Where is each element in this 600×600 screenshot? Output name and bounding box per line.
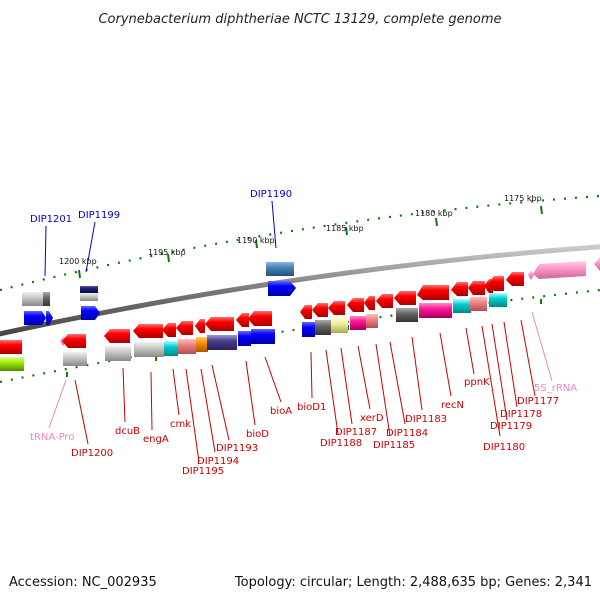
gene-cog-box bbox=[178, 339, 196, 354]
gene-label: ppnK bbox=[464, 377, 490, 388]
gene-cog-box bbox=[489, 293, 507, 307]
gene-arrow bbox=[46, 311, 53, 325]
gene-label: DIP1200 bbox=[71, 448, 113, 459]
gene-arrow bbox=[376, 294, 393, 308]
gene-arrow bbox=[104, 329, 130, 343]
gene-cog-box bbox=[315, 320, 331, 335]
tick-label-1200: 1200 kbp bbox=[59, 257, 97, 266]
gene-arrow bbox=[81, 306, 100, 320]
gene-label: DIP1195 bbox=[182, 466, 224, 477]
topology-text: Topology: circular; Length: 2,488,635 bp… bbox=[234, 575, 592, 590]
gene-arrow bbox=[533, 261, 586, 279]
gene-arrow bbox=[162, 323, 176, 337]
gene-cog-box bbox=[134, 342, 164, 357]
gene-label: cmk bbox=[170, 419, 191, 430]
gene-label: DIP1194 bbox=[197, 456, 239, 467]
gene-cog-box bbox=[164, 341, 178, 356]
gene-arrow bbox=[133, 324, 163, 338]
gene-label: bioD1 bbox=[297, 402, 326, 413]
gene-labels: DIP1201 DIP1199 DIP1190 tRNA-Pro DIP1200… bbox=[30, 189, 577, 477]
gene-label: DIP1187 bbox=[335, 427, 377, 438]
gene-label: DIP1184 bbox=[386, 428, 428, 439]
gene-label: DIP1177 bbox=[517, 396, 559, 407]
gene-cog-box bbox=[63, 352, 87, 366]
gene-cog-box bbox=[366, 314, 378, 328]
gene-arrow bbox=[594, 257, 600, 271]
gene-label: DIP1188 bbox=[320, 438, 362, 449]
gene-label: DIP1179 bbox=[490, 421, 532, 432]
gene-label: DIP1199 bbox=[78, 210, 120, 221]
gene-cog-box bbox=[331, 318, 348, 333]
gene-cog-box bbox=[105, 346, 131, 361]
map-title: Corynebacterium diphtheriae NCTC 13129, … bbox=[98, 12, 501, 27]
gene-arrow bbox=[364, 296, 375, 310]
gene-arrow bbox=[451, 282, 468, 296]
gene-label: DIP1185 bbox=[373, 440, 415, 451]
gene-box bbox=[238, 331, 251, 346]
gene-box bbox=[251, 329, 275, 344]
gene-arrow bbox=[0, 340, 22, 354]
gene-cog-box bbox=[80, 293, 98, 301]
gene-label: DIP1201 bbox=[30, 214, 72, 225]
gene-label: engA bbox=[143, 434, 169, 445]
tick-label-1175: 1175 kbp bbox=[504, 194, 542, 203]
gene-label: DIP1183 bbox=[405, 414, 447, 425]
gene-label: 5S_rRNA bbox=[534, 383, 577, 394]
label-leaders bbox=[44, 200, 553, 463]
gene-arrow bbox=[394, 291, 416, 305]
gene-arrow bbox=[176, 321, 193, 335]
gene-label: DIP1180 bbox=[483, 442, 525, 453]
gene-arrow bbox=[62, 334, 86, 348]
gene-cog-box bbox=[419, 303, 452, 318]
accession-text: Accession: NC_002935 bbox=[9, 575, 157, 590]
gene-arrow bbox=[205, 317, 234, 331]
gene-arrow bbox=[24, 311, 46, 325]
gene-cog-box bbox=[43, 292, 50, 306]
tick-label-1190: 1190 kbp bbox=[237, 236, 275, 245]
gene-arrow bbox=[488, 276, 504, 291]
gene-label: recN bbox=[441, 400, 464, 411]
gene-arrow bbox=[506, 272, 524, 286]
tick-label-1180: 1180 kbp bbox=[415, 209, 453, 218]
gene-cog-box bbox=[470, 297, 487, 311]
ruler-inner bbox=[0, 288, 600, 384]
forward-genes bbox=[22, 262, 315, 337]
gene-cog-box bbox=[207, 335, 237, 350]
gene-cog-box bbox=[80, 286, 98, 293]
gene-label: xerD bbox=[360, 413, 384, 424]
gene-arrow bbox=[468, 281, 485, 295]
gene-label: DIP1190 bbox=[250, 189, 292, 200]
gene-label: tRNA-Pro bbox=[30, 432, 74, 443]
gene-cog-box bbox=[350, 316, 366, 330]
gene-arrow bbox=[417, 285, 449, 300]
gene-arrow bbox=[195, 319, 205, 333]
tick-label-1185: 1185 kbp bbox=[326, 224, 364, 233]
gene-label: bioD bbox=[246, 429, 269, 440]
gene-cog-box bbox=[453, 299, 471, 313]
gene-label: DIP1178 bbox=[500, 409, 542, 420]
gene-label: dcuB bbox=[115, 426, 140, 437]
reverse-genes bbox=[0, 257, 600, 371]
gene-cog-box bbox=[266, 262, 294, 276]
gene-arrow bbox=[248, 311, 272, 326]
gene-arrow bbox=[300, 305, 312, 319]
gene-box bbox=[302, 322, 315, 337]
gene-cog-box bbox=[196, 337, 208, 352]
tick-label-1195: 1195 kbp bbox=[148, 248, 186, 257]
genome-backbone bbox=[0, 244, 600, 337]
gene-label: DIP1193 bbox=[216, 443, 258, 454]
gene-cog-box bbox=[0, 357, 24, 371]
gene-arrow bbox=[236, 313, 249, 327]
gene-arrow bbox=[347, 298, 364, 312]
gene-cog-box bbox=[396, 308, 418, 322]
gene-arrow bbox=[312, 303, 328, 317]
gene-arrow bbox=[268, 281, 296, 296]
gene-arrow bbox=[328, 301, 345, 315]
gene-label: bioA bbox=[270, 406, 292, 417]
gene-arrow bbox=[528, 270, 534, 280]
